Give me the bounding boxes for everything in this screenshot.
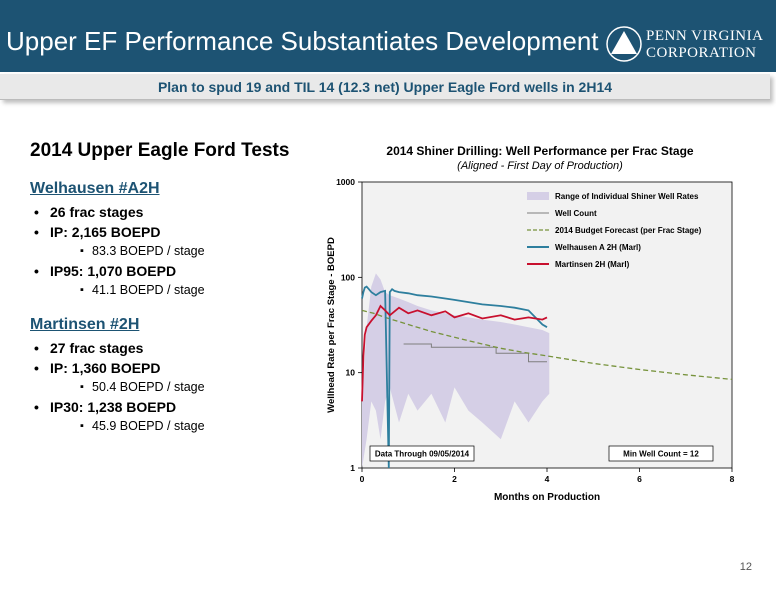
legend-label: Range of Individual Shiner Well Rates: [555, 192, 699, 201]
x-tick-label: 6: [637, 474, 642, 484]
x-tick-label: 2: [452, 474, 457, 484]
legend-label: Well Count: [555, 209, 597, 218]
well-name-welhausen[interactable]: Welhausen #A2H: [30, 180, 160, 197]
stat-item: IP: 2,165 BOEPD: [30, 222, 310, 242]
annotation-data-through: Data Through 09/05/2014: [375, 450, 470, 459]
logo-text: PENN VIRGINIA CORPORATION: [646, 28, 763, 62]
x-tick-label: 0: [360, 474, 365, 484]
chart-title: 2014 Shiner Drilling: Well Performance p…: [386, 144, 694, 158]
stat-item: IP95: 1,070 BOEPD: [30, 261, 310, 281]
stat-item: 26 frac stages: [30, 202, 310, 222]
annotation-min-well-count: Min Well Count = 12: [623, 450, 699, 459]
x-tick-label: 8: [730, 474, 735, 484]
martinsen-line: [361, 304, 548, 402]
y-tick-label: 1000: [336, 177, 355, 187]
section-title: 2014 Upper Eagle Ford Tests: [30, 140, 290, 161]
y-tick-label: 10: [346, 368, 356, 378]
y-tick-label: 100: [341, 272, 355, 282]
stat-sub-item: 50.4 BOEPD / stage: [30, 378, 310, 397]
stat-item: 27 frac stages: [30, 338, 310, 358]
legend-swatch: [527, 192, 549, 200]
banner-text: Plan to spud 19 and TIL 14 (12.3 net) Up…: [157, 79, 613, 95]
well-count-line: [403, 343, 547, 363]
well-name-martinsen[interactable]: Martinsen #2H: [30, 316, 140, 333]
logo-line-2: CORPORATION: [646, 45, 757, 61]
subtitle-banner: Plan to spud 19 and TIL 14 (12.3 net) Up…: [0, 74, 770, 100]
legend-label: Martinsen 2H (Marl): [555, 260, 630, 269]
x-tick-label: 4: [545, 474, 550, 484]
page-number: 12: [739, 561, 752, 573]
company-logo: PENN VIRGINIA CORPORATION: [606, 26, 772, 66]
range-band: [362, 273, 550, 468]
y-tick-label: 1: [350, 463, 355, 473]
stat-sub-item: 83.3 BOEPD / stage: [30, 242, 310, 261]
welhausen-line: [361, 285, 548, 469]
legend-label: 2014 Budget Forecast (per Frac Stage): [555, 226, 702, 235]
header-bar: Upper EF Performance Substantiates Devel…: [0, 0, 776, 72]
stat-sub-item: 45.9 BOEPD / stage: [30, 417, 310, 436]
legend-label: Welhausen A 2H (Marl): [555, 243, 641, 252]
well-stats-list: 26 frac stages IP: 2,165 BOEPD 83.3 BOEP…: [30, 202, 310, 300]
annotation-box: [608, 445, 714, 462]
y-axis-label: Wellhead Rate per Frac Stage - BOEPD: [326, 237, 337, 413]
x-axis-label: Months on Production: [494, 492, 600, 503]
stat-item: IP: 1,360 BOEPD: [30, 358, 310, 378]
performance-chart: 1 10 100 1000 0 2 4 6 8 Months on Production Wellh…: [326, 177, 735, 503]
annotation-box: [369, 445, 475, 462]
page-title: Upper EF Performance Substantiates Devel…: [6, 26, 599, 56]
stat-sub-item: 41.1 BOEPD / stage: [30, 281, 310, 300]
stat-item: IP30: 1,238 BOEPD: [30, 397, 310, 417]
logo-icon: [606, 26, 642, 62]
well-stats-list: 27 frac stages IP: 1,360 BOEPD 50.4 BOEP…: [30, 338, 310, 436]
well-tests-panel: 2014 Upper Eagle Ford Tests Welhausen #A…: [30, 140, 310, 436]
logo-line-1: PENN VIRGINIA: [646, 28, 764, 44]
chart-subtitle: (Aligned - First Day of Production): [457, 160, 623, 172]
